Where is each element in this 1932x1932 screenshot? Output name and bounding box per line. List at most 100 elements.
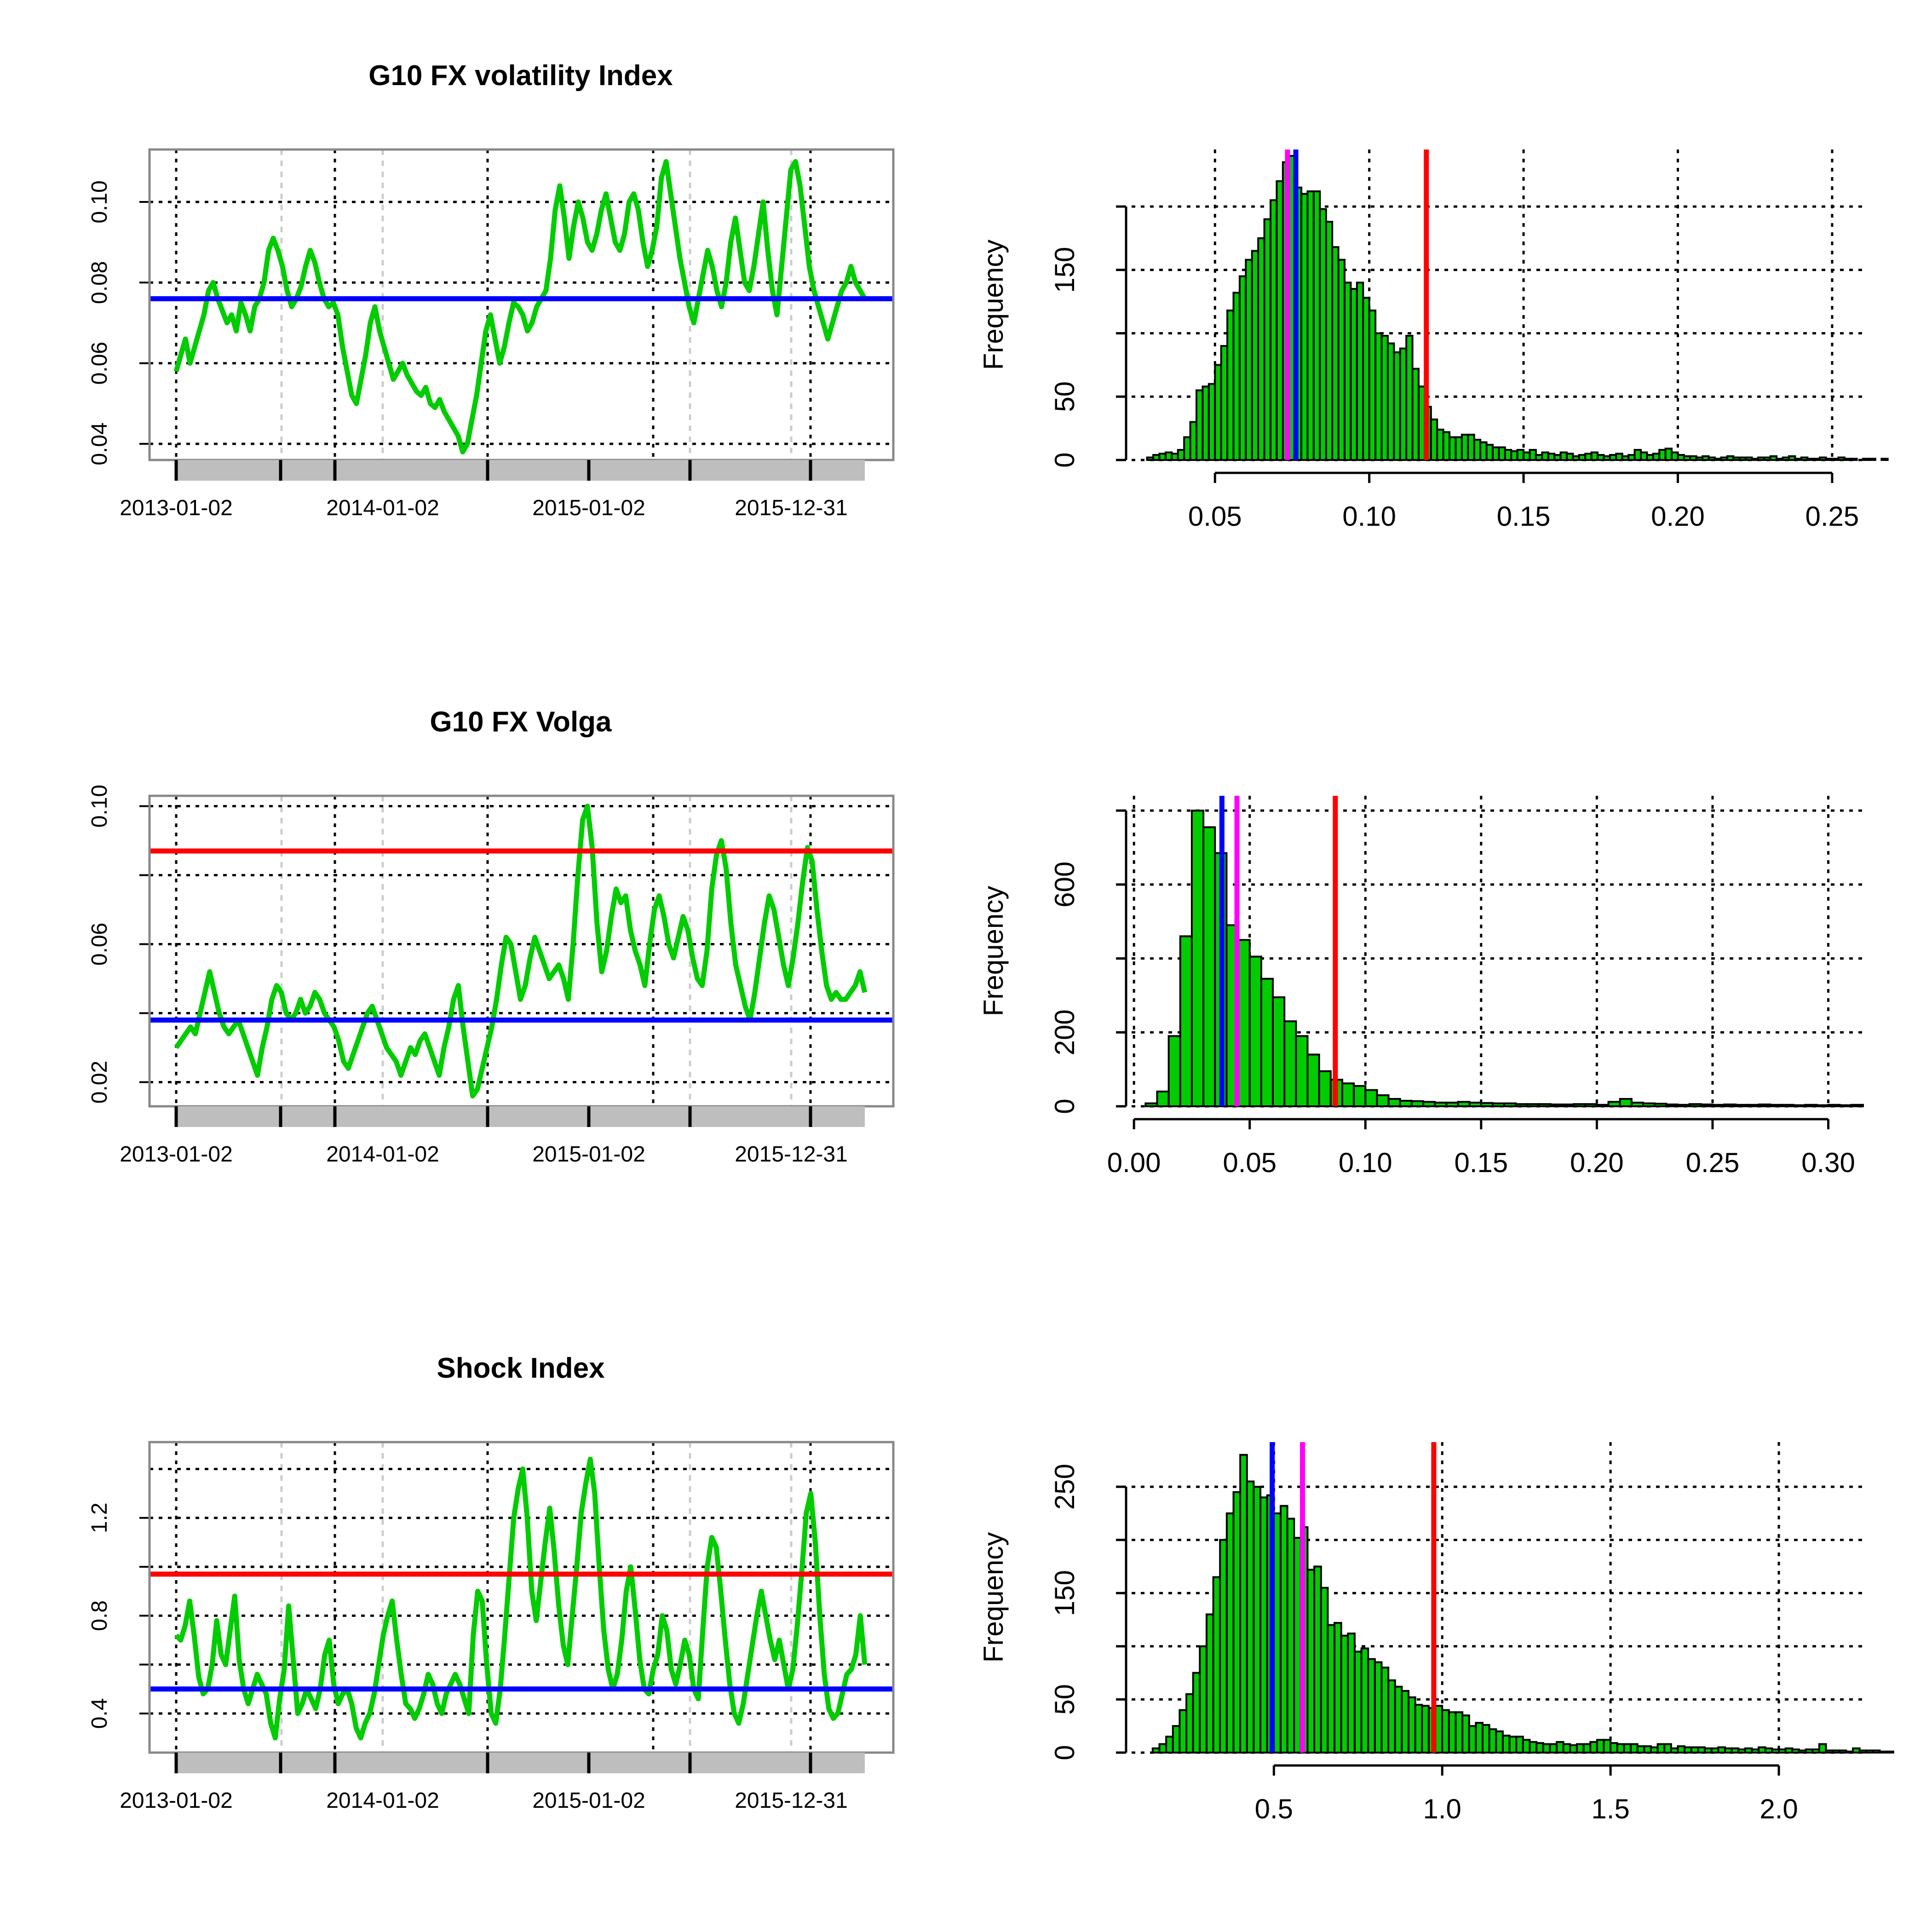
histogram-bar bbox=[1697, 1746, 1706, 1754]
x-tick-label: 1.0 bbox=[1423, 1794, 1461, 1824]
histogram-bar bbox=[1495, 1730, 1504, 1754]
histogram-bar bbox=[1441, 1709, 1450, 1754]
histogram-bar bbox=[1276, 180, 1284, 461]
histogram-bar bbox=[1572, 455, 1580, 461]
histogram-bar bbox=[1621, 455, 1630, 461]
histogram-bar bbox=[1353, 1085, 1367, 1107]
y-tick-label: 0.8 bbox=[87, 1600, 112, 1631]
histogram-bar bbox=[1845, 1750, 1854, 1754]
chart-title: G10 FX Volga bbox=[430, 706, 612, 738]
histogram-bar bbox=[1212, 1576, 1221, 1754]
histogram-bar bbox=[1615, 453, 1623, 461]
histogram-bar bbox=[1283, 1020, 1297, 1107]
x-tick-label: 0.25 bbox=[1686, 1147, 1740, 1178]
histogram-bar bbox=[1553, 454, 1562, 461]
histogram-bar bbox=[1726, 455, 1735, 461]
y-tick-label: 250 bbox=[1049, 1464, 1080, 1510]
histogram-bar bbox=[1837, 456, 1846, 461]
histogram-bar bbox=[1738, 456, 1747, 461]
histogram-bar bbox=[1515, 1736, 1524, 1754]
histogram-bar bbox=[1401, 1690, 1410, 1754]
histogram-bar bbox=[1312, 190, 1321, 461]
histogram-bar bbox=[1356, 282, 1364, 461]
histogram-bar bbox=[1838, 1749, 1847, 1754]
histogram-bar bbox=[1590, 451, 1599, 461]
histogram-bar bbox=[1542, 1743, 1551, 1754]
x-tick-label: 0.25 bbox=[1806, 501, 1859, 532]
histogram-bar bbox=[1364, 1089, 1378, 1107]
histogram-bar bbox=[1683, 455, 1691, 461]
histogram-bar bbox=[1360, 1647, 1369, 1754]
histogram-bar bbox=[1636, 1745, 1645, 1754]
histogram-bar bbox=[1263, 218, 1271, 461]
histogram-bar bbox=[1825, 1749, 1834, 1754]
x-tick-label: 0.10 bbox=[1339, 1147, 1392, 1178]
histogram-bar bbox=[1603, 455, 1611, 461]
histogram-bar bbox=[1405, 335, 1414, 461]
histogram-bar bbox=[1238, 275, 1247, 461]
histogram-bar bbox=[1205, 1613, 1214, 1754]
histogram-bar bbox=[1320, 1587, 1329, 1754]
histogram-bar bbox=[1798, 1749, 1807, 1754]
date-band bbox=[176, 1106, 865, 1127]
histogram-bar bbox=[1745, 456, 1753, 461]
x-tick-label: 2013-01-02 bbox=[120, 496, 233, 520]
x-tick-label: 2.0 bbox=[1760, 1794, 1798, 1824]
histogram-bar bbox=[1185, 1693, 1194, 1754]
histogram-bar bbox=[1578, 454, 1587, 461]
histogram-bar bbox=[1584, 453, 1593, 461]
x-tick-label: 0.30 bbox=[1801, 1147, 1855, 1178]
histogram-bar bbox=[1421, 1705, 1430, 1754]
histogram-bar bbox=[1735, 1104, 1748, 1107]
histogram-bar bbox=[1688, 1103, 1702, 1107]
histogram-bar bbox=[1374, 1661, 1383, 1754]
line-panel-1: G10 FX volatility Index 0.04 0.06 0.08 0.10 2… bbox=[87, 60, 895, 520]
histogram-bar bbox=[1818, 1743, 1827, 1754]
histogram-bar bbox=[1800, 456, 1809, 461]
histogram-bar bbox=[1529, 448, 1537, 461]
y-tick-label: 0.06 bbox=[87, 923, 112, 966]
histogram-bar bbox=[1503, 1102, 1517, 1108]
x-tick-label: 2015-12-31 bbox=[735, 1788, 848, 1813]
histogram-bar bbox=[1455, 1711, 1464, 1754]
x-tick-label: 2013-01-02 bbox=[120, 1142, 233, 1167]
histogram-panel-6: 0 50 150 250 Frequency 0.5 1.0 1.5 2.0 bbox=[978, 1442, 1894, 1824]
histogram-bar bbox=[1556, 1741, 1564, 1754]
histogram-bar bbox=[1492, 446, 1500, 461]
histogram-bar bbox=[1758, 1746, 1766, 1754]
x-tick-label: 2014-01-02 bbox=[326, 1788, 439, 1813]
histogram-bar bbox=[1695, 456, 1704, 461]
histogram-bar bbox=[1630, 1743, 1639, 1754]
histogram-bar bbox=[1165, 1736, 1174, 1754]
histogram-bar bbox=[1652, 453, 1661, 461]
histogram-panel-2: 0 50 150 Frequency 0.05 0.10 0.15 0.20 0.25 bbox=[978, 150, 1889, 532]
histogram-bar bbox=[1468, 1101, 1482, 1108]
histogram-bar bbox=[1731, 1747, 1740, 1754]
histogram-bar bbox=[1313, 1565, 1322, 1754]
histogram-bar bbox=[1862, 458, 1870, 461]
histogram-bar bbox=[1475, 1722, 1484, 1754]
histogram-bar bbox=[1220, 345, 1229, 461]
histogram-bar bbox=[1482, 1724, 1490, 1754]
histogram-bar bbox=[1501, 1735, 1511, 1754]
histogram-bar bbox=[1658, 448, 1667, 461]
histogram-bar bbox=[1510, 450, 1518, 461]
histogram-bar bbox=[1596, 1739, 1605, 1754]
histogram-bar bbox=[1717, 1746, 1726, 1754]
histogram-bar bbox=[1445, 1101, 1459, 1108]
histogram-bar bbox=[1183, 436, 1191, 461]
histogram-bar bbox=[1293, 1537, 1302, 1754]
histogram-bar bbox=[1189, 421, 1197, 461]
histogram-bar bbox=[1816, 1104, 1829, 1108]
histogram-bar bbox=[1758, 1103, 1771, 1108]
histogram-bar bbox=[1387, 1098, 1401, 1107]
histogram-bar bbox=[1677, 454, 1685, 461]
histogram-bar bbox=[1711, 1104, 1725, 1107]
histogram-bar bbox=[1219, 1539, 1228, 1754]
histogram-bar bbox=[1751, 1748, 1760, 1754]
histogram-bar bbox=[1609, 454, 1617, 461]
histogram-bar bbox=[1245, 259, 1253, 461]
series-line bbox=[174, 1456, 868, 1741]
histogram-bar bbox=[1771, 1748, 1780, 1754]
